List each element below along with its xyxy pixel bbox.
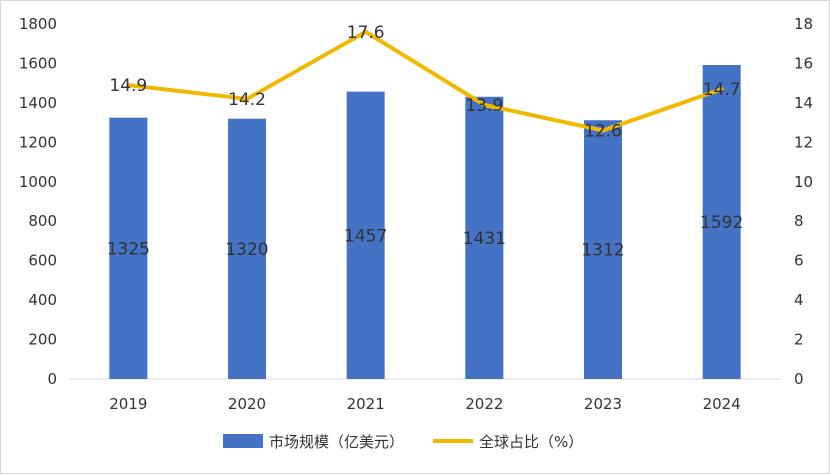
left-tick-label: 1800 — [19, 15, 57, 33]
right-tick-label: 10 — [794, 173, 813, 191]
line-series — [126, 29, 724, 133]
bar — [584, 120, 622, 379]
right-tick-label: 2 — [794, 331, 804, 349]
line-data-labels: 14.9 14.2 17.6 13.9 12.6 14.7 — [109, 23, 740, 142]
left-tick-label: 1000 — [19, 173, 57, 191]
legend-label-market-size: 市场规模（亿美元） — [269, 433, 404, 451]
right-tick-label: 4 — [794, 291, 804, 309]
line-value-label: 12.6 — [584, 122, 622, 142]
legend-swatch-market-size — [223, 434, 263, 448]
x-tick-label: 2019 — [109, 395, 147, 413]
line-value-label: 17.6 — [347, 23, 385, 43]
left-tick-label: 1200 — [19, 133, 57, 151]
bar-value-label: 1592 — [700, 213, 743, 233]
right-tick-label: 16 — [794, 54, 813, 72]
bar — [228, 118, 266, 380]
legend-label-global-share: 全球占比（%） — [479, 433, 583, 451]
x-tick-label: 2021 — [347, 395, 385, 413]
bar — [346, 91, 385, 380]
x-axis: 2019 2020 2021 2022 2023 2024 — [109, 395, 741, 413]
right-tick-label: 8 — [794, 212, 804, 230]
x-tick-label: 2022 — [465, 395, 503, 413]
line-value-label: 14.7 — [703, 80, 741, 100]
bar-series — [109, 65, 741, 380]
bar-data-labels: 1325 1320 1457 1431 1312 1592 — [107, 213, 744, 261]
bar — [465, 96, 504, 380]
right-axis: 0 2 4 6 8 10 12 14 16 18 — [794, 15, 813, 388]
bar-value-label: 1312 — [581, 241, 624, 261]
legend: 市场规模（亿美元） 全球占比（%） — [223, 433, 583, 451]
left-tick-label: 1600 — [19, 54, 57, 72]
bar-value-label: 1431 — [463, 229, 506, 249]
bar-value-label: 1457 — [344, 226, 387, 246]
right-tick-label: 14 — [794, 94, 813, 112]
left-tick-label: 0 — [47, 370, 57, 388]
left-tick-label: 200 — [28, 331, 57, 349]
line-value-label: 14.2 — [228, 90, 266, 110]
left-tick-label: 800 — [28, 212, 57, 230]
x-tick-label: 2023 — [584, 395, 622, 413]
bar-value-label: 1320 — [225, 240, 268, 260]
x-tick-label: 2020 — [228, 395, 266, 413]
line-value-label: 14.9 — [109, 76, 147, 96]
right-tick-label: 18 — [794, 15, 813, 33]
right-tick-label: 0 — [794, 370, 804, 388]
left-tick-label: 1400 — [19, 94, 57, 112]
line-path — [126, 29, 724, 133]
bar — [109, 117, 148, 380]
left-axis: 0 200 400 600 800 1000 1200 1400 1600 1800 — [19, 15, 57, 388]
right-tick-label: 12 — [794, 133, 813, 151]
bar-value-label: 1325 — [107, 239, 150, 259]
left-tick-label: 400 — [28, 291, 57, 309]
line-value-label: 13.9 — [465, 96, 503, 116]
bar — [702, 65, 741, 380]
x-tick-label: 2024 — [703, 395, 741, 413]
left-tick-label: 600 — [28, 252, 57, 270]
right-tick-label: 6 — [794, 252, 804, 270]
